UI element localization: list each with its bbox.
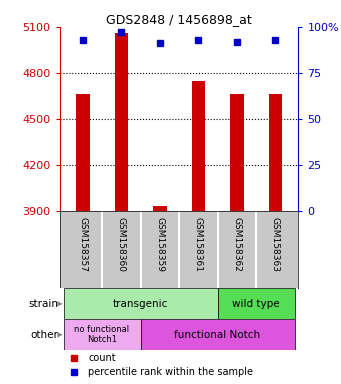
Text: no functional
Notch1: no functional Notch1: [74, 325, 130, 344]
Text: wild type: wild type: [232, 299, 280, 309]
Bar: [153, 207, 166, 211]
Bar: [269, 94, 282, 211]
Text: GSM158363: GSM158363: [271, 217, 280, 272]
Text: transgenic: transgenic: [113, 299, 168, 309]
Bar: [76, 94, 90, 211]
Text: strain: strain: [29, 299, 59, 309]
Text: percentile rank within the sample: percentile rank within the sample: [88, 367, 253, 377]
Bar: [63, 319, 140, 350]
Text: GSM158361: GSM158361: [194, 217, 203, 272]
Title: GDS2848 / 1456898_at: GDS2848 / 1456898_at: [106, 13, 252, 26]
Text: other: other: [31, 330, 59, 340]
Text: GSM158359: GSM158359: [155, 217, 164, 272]
Text: count: count: [88, 353, 116, 363]
Text: GSM158357: GSM158357: [78, 217, 87, 272]
Bar: [230, 94, 243, 211]
Bar: [63, 288, 218, 319]
Text: functional Notch: functional Notch: [175, 330, 261, 340]
Bar: [192, 81, 205, 211]
Text: GSM158362: GSM158362: [232, 217, 241, 272]
Text: GSM158360: GSM158360: [117, 217, 126, 272]
Bar: [218, 288, 295, 319]
Bar: [140, 319, 295, 350]
Bar: [115, 33, 128, 211]
